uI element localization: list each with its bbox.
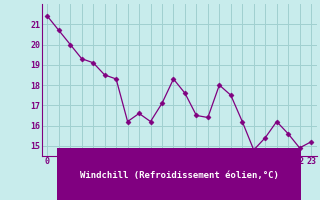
X-axis label: Windchill (Refroidissement éolien,°C): Windchill (Refroidissement éolien,°C) <box>80 171 279 180</box>
